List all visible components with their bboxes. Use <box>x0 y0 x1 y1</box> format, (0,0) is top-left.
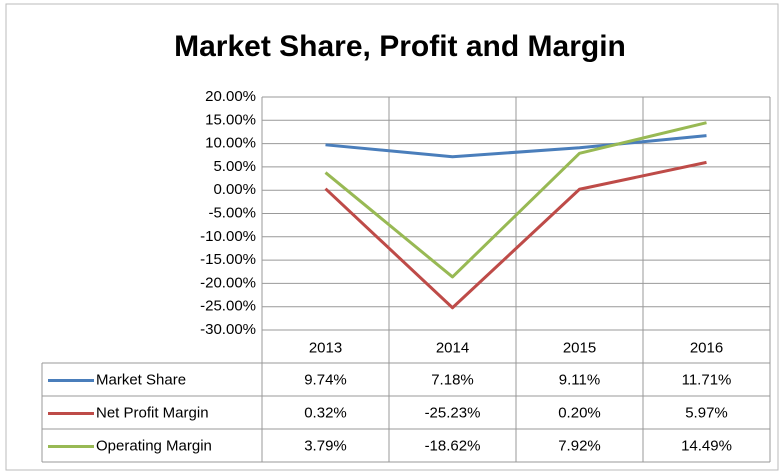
y-tick-label: 10.00% <box>205 135 256 152</box>
table-cell: 3.79% <box>304 437 347 454</box>
table-cell: -25.23% <box>425 404 481 421</box>
table-cell: 9.11% <box>559 371 600 388</box>
y-tick-label: -5.00% <box>208 204 256 221</box>
table-cell: 0.20% <box>558 404 601 421</box>
y-tick-label: 0.00% <box>213 181 256 198</box>
y-tick-label: -30.00% <box>200 321 256 338</box>
table-cell: 7.92% <box>558 437 601 454</box>
series-line <box>324 160 707 310</box>
y-tick-label: -20.00% <box>200 274 256 291</box>
legend-label: Net Profit Margin <box>96 404 209 421</box>
series-line <box>325 134 707 159</box>
table-cell: 5.97% <box>685 404 728 421</box>
y-tick-label: -15.00% <box>200 251 256 268</box>
table-cell: 7.18% <box>431 371 474 388</box>
table-cell: -18.62% <box>425 437 481 454</box>
x-tick-label: 2016 <box>690 339 723 356</box>
y-tick-label: -25.00% <box>200 298 256 315</box>
x-tick-label: 2014 <box>436 339 469 356</box>
legend-label: Market Share <box>96 371 186 388</box>
chart-title: Market Share, Profit and Margin <box>174 30 626 63</box>
y-tick-label: 15.00% <box>205 111 256 128</box>
table-cell: 14.49% <box>681 437 732 454</box>
y-tick-label: 5.00% <box>213 158 256 175</box>
y-tick-label: 20.00% <box>205 88 256 105</box>
y-tick-label: -10.00% <box>200 228 256 245</box>
x-tick-label: 2013 <box>309 339 342 356</box>
x-tick-label: 2015 <box>563 339 596 356</box>
table-cell: 9.74% <box>304 371 347 388</box>
table-cell: 0.32% <box>304 404 347 421</box>
series-line <box>324 121 707 279</box>
table-cell: 11.71% <box>682 371 732 388</box>
legend-label: Operating Margin <box>96 437 212 454</box>
